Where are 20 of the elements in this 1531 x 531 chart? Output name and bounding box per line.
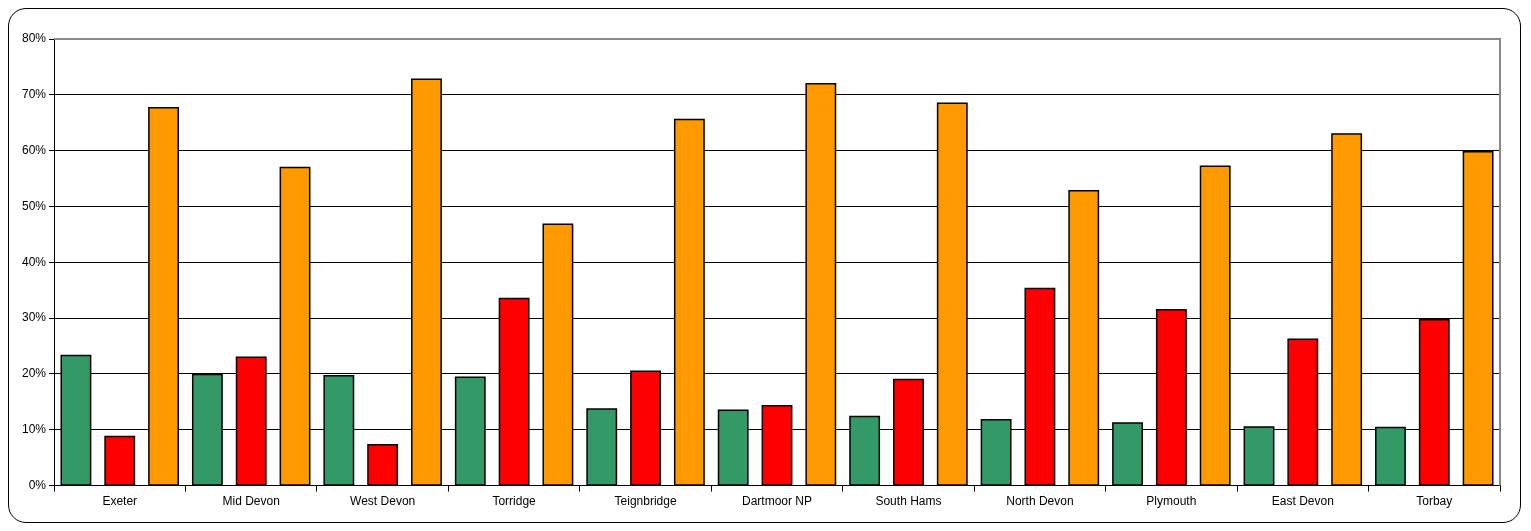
- x-tick-label: Teignbridge: [614, 494, 677, 509]
- y-tick-label: 80%: [21, 31, 47, 46]
- y-tick-label: 20%: [21, 366, 47, 381]
- x-tick-label: Exeter: [102, 494, 138, 509]
- x-tick-label: South Hams: [875, 494, 942, 509]
- x-tick-label: Torbay: [1416, 494, 1453, 509]
- x-tick-label: Dartmoor NP: [742, 494, 813, 509]
- x-tick-label: Torridge: [492, 494, 537, 509]
- y-tick-label: 10%: [21, 422, 47, 437]
- x-tick-label: North Devon: [1006, 494, 1074, 509]
- x-tick-label: Plymouth: [1146, 494, 1197, 509]
- y-tick-label: 0%: [28, 477, 47, 492]
- y-tick-label: 70%: [21, 87, 47, 102]
- x-tick-label: East Devon: [1271, 494, 1334, 509]
- y-tick-label: 50%: [21, 198, 47, 213]
- x-tick-label: West Devon: [350, 494, 416, 509]
- x-tick-label: Mid Devon: [222, 494, 280, 509]
- y-tick-label: 40%: [21, 254, 47, 269]
- y-tick-label: 30%: [21, 310, 47, 325]
- y-tick-label: 60%: [21, 142, 47, 157]
